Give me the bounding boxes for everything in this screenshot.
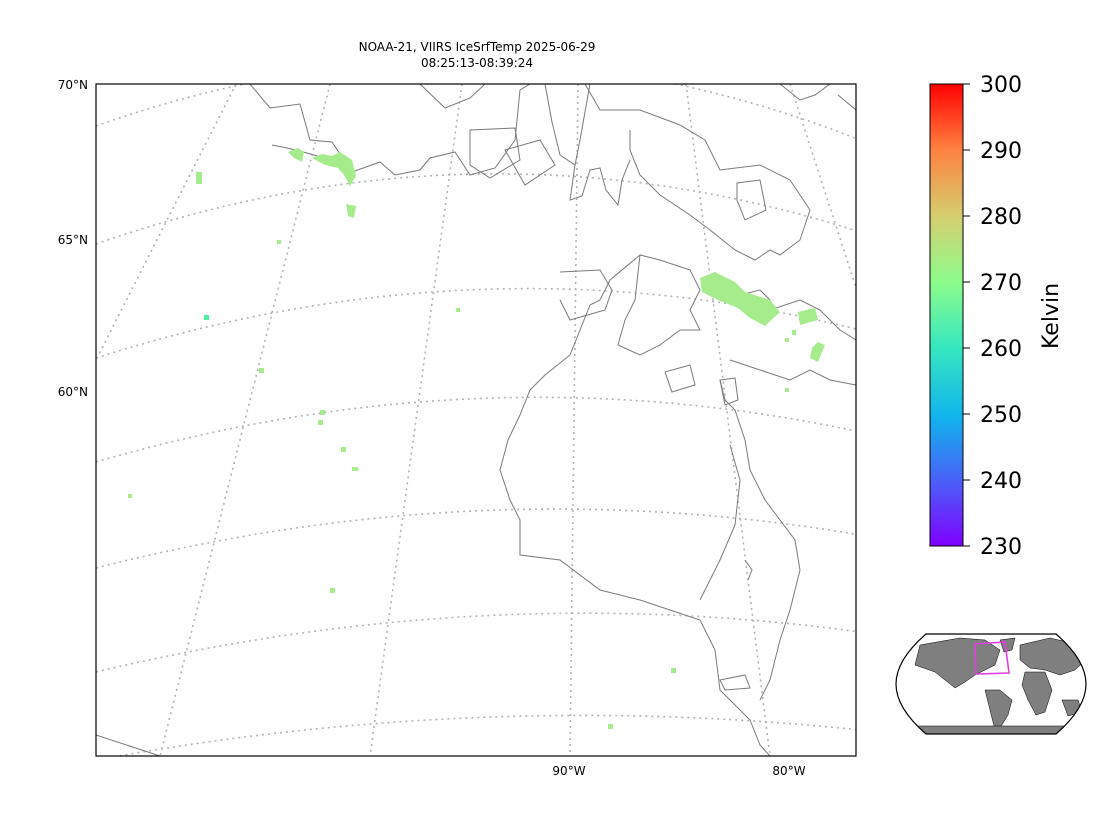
colorbar-tick-label: 240: [980, 469, 1022, 494]
colorbar-tick-label: 300: [980, 73, 1022, 98]
colorbar-tick-label: 290: [980, 139, 1022, 164]
figure-title-line1: NOAA-21, VIIRS IceSrfTemp 2025-06-29: [358, 40, 596, 54]
graticule: [96, 84, 856, 756]
meridian-80: [685, 84, 771, 756]
colorbar-tick-label: 270: [980, 271, 1022, 296]
inset-south-america: [984, 689, 1013, 729]
parallel-70: [96, 84, 856, 140]
lake-outline-2: [719, 377, 739, 406]
hudson-bay-east: [617, 254, 701, 356]
map-frame: [95, 83, 857, 757]
lake-outline-1: [664, 364, 696, 393]
southampton: [736, 179, 767, 221]
baffin-island: [584, 84, 811, 261]
parallel-55: [96, 508, 856, 569]
colorbar-tick-label: 280: [980, 205, 1022, 230]
boothia: [569, 159, 631, 207]
coastline: [96, 84, 856, 756]
hudson-west-inner: [699, 444, 741, 601]
data-patch-ungava: [810, 342, 825, 362]
colorbar-tick-label: 260: [980, 337, 1022, 362]
lon-label-80w: 80°W: [772, 764, 805, 778]
arctic-coast: [249, 84, 531, 176]
colorbar-gradient: [929, 83, 964, 547]
data-patch-hudson-strait: [798, 308, 818, 325]
parallel-65: [96, 287, 856, 359]
lat-label-65: 65°N: [58, 233, 88, 247]
inset-focus-box: [974, 641, 1010, 675]
inset-africa: [1021, 671, 1053, 716]
quebec-east: [719, 379, 801, 701]
banks-island: [419, 84, 486, 109]
figure-title-line2: 08:25:13-08:39:24: [420, 56, 534, 70]
meridian-90: [569, 84, 579, 756]
parallel-67: [96, 173, 856, 245]
parallel-45: [113, 714, 856, 756]
colorbar-label: Kelvin: [1039, 283, 1064, 349]
data-layer: [128, 148, 825, 729]
data-patch-mackenzie: [312, 152, 356, 186]
lake-outline-3: [719, 674, 751, 691]
colorbar-ticks: 300 290 280 270 260 250 240 230: [963, 73, 1022, 560]
data-patch-beaufort: [288, 148, 304, 162]
colorbar-tick-label: 230: [980, 535, 1022, 560]
parallel-50: [96, 612, 856, 673]
lon-label-90w: 90°W: [552, 764, 585, 778]
meridian-110: [159, 84, 331, 756]
lat-label-60: 60°N: [58, 385, 88, 399]
meridian-100: [369, 84, 463, 756]
data-patch-foxe-basin: [700, 272, 780, 326]
inset-globe-outline: [895, 633, 1087, 735]
meridian-70: [789, 84, 856, 291]
hudson-bay-shore: [499, 254, 771, 756]
inset-north-america: [914, 637, 1001, 689]
victoria-island: [469, 127, 521, 179]
lat-label-70: 70°N: [58, 78, 88, 92]
colorbar-tick-label: 250: [980, 403, 1022, 428]
